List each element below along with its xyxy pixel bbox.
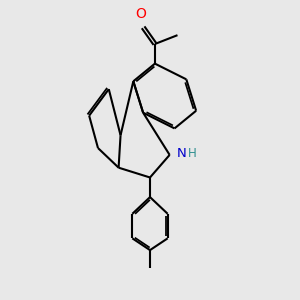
Text: N: N <box>177 147 187 160</box>
Text: O: O <box>135 8 146 21</box>
Text: H: H <box>188 147 197 160</box>
